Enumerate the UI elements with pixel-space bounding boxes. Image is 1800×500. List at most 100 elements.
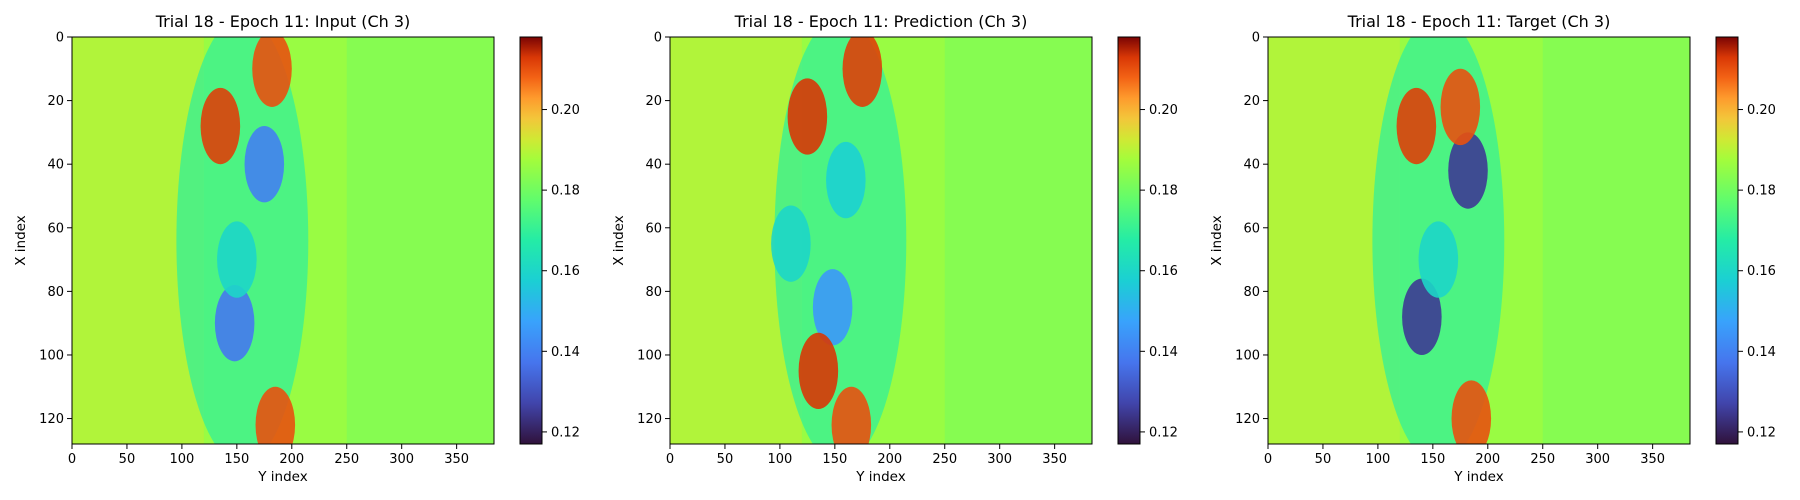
y-tick-label: 80	[47, 285, 64, 300]
heatmap-field	[1268, 37, 1690, 444]
heatmap-feature-1	[826, 141, 866, 219]
heatmap-feature-4	[842, 37, 883, 107]
heatmap-feature-7	[771, 205, 811, 282]
heatmap-feature-5	[255, 386, 296, 444]
x-tick-label: 150	[224, 452, 249, 467]
heatmap-right-region	[1542, 37, 1690, 444]
plot-frame	[1267, 36, 1691, 445]
x-tick-label: 250	[932, 452, 957, 467]
heatmap-feature-2	[1402, 278, 1442, 355]
colorbar-tick-label: 0.20	[551, 103, 580, 118]
heatmap-right-region	[944, 37, 1092, 444]
heatmap-panel-1: Trial 18 - Epoch 11: Input (Ch 3) 0 50 100 1…	[13, 12, 580, 485]
x-tick-label: 300	[987, 452, 1012, 467]
y-tick-label: 40	[1243, 158, 1260, 173]
y-tick-label: 120	[637, 412, 662, 427]
x-tick-label: 300	[389, 452, 414, 467]
y-tick-label: 60	[645, 221, 662, 236]
heatmap-feature-4	[252, 37, 292, 107]
y-tick-label: 80	[645, 285, 662, 300]
x-tick-label: 100	[1365, 452, 1390, 467]
heatmap-panel-3: Trial 18 - Epoch 11: Target (Ch 3) 0 50 100…	[1209, 12, 1776, 485]
colorbar-tick-label: 0.14	[551, 345, 580, 360]
x-tick-label: 50	[119, 452, 136, 467]
heatmap-feature-6	[831, 386, 872, 444]
x-tick-label: 100	[169, 452, 194, 467]
chart-title: Trial 18 - Epoch 11: Input (Ch 3)	[155, 12, 411, 31]
x-tick-label: 0	[666, 452, 674, 467]
colorbar-tick-label: 0.14	[1149, 345, 1178, 360]
x-tick-label: 300	[1585, 452, 1610, 467]
colorbar-tick-label: 0.14	[1747, 345, 1776, 360]
x-tick-label: 50	[717, 452, 734, 467]
heatmap-feature-6	[217, 221, 257, 298]
heatmap-field	[72, 37, 494, 444]
heatmap-panel-2: Trial 18 - Epoch 11: Prediction (Ch 3) 0 5…	[611, 12, 1178, 485]
y-axis-label: X index	[611, 215, 627, 265]
y-tick-label: 20	[47, 94, 64, 109]
y-tick-label: 40	[47, 158, 64, 173]
y-tick-label: 120	[39, 412, 64, 427]
plot-frame	[669, 36, 1093, 445]
colorbar	[1117, 36, 1141, 445]
chart-title: Trial 18 - Epoch 11: Target (Ch 3)	[1347, 12, 1611, 31]
y-tick-label: 0	[654, 31, 662, 46]
heatmap-feature-4	[1440, 68, 1481, 146]
y-axis-label: X index	[1209, 215, 1225, 265]
x-axis-label: Y index	[257, 469, 307, 485]
y-tick-label: 80	[1243, 285, 1260, 300]
x-tick-label: 350	[1640, 452, 1665, 467]
y-tick-label: 100	[1235, 348, 1260, 363]
x-tick-label: 350	[444, 452, 469, 467]
heatmap-feature-3	[1396, 87, 1437, 165]
colorbar-tick-label: 0.18	[1747, 184, 1776, 199]
x-tick-label: 150	[1420, 452, 1445, 467]
heatmap-feature-2	[812, 269, 853, 346]
x-axis-label: Y index	[1453, 469, 1503, 485]
colorbar-tick-label: 0.12	[1747, 425, 1776, 440]
y-tick-label: 20	[645, 94, 662, 109]
x-tick-label: 250	[334, 452, 359, 467]
y-tick-label: 100	[637, 348, 662, 363]
colorbar-tick-label: 0.18	[551, 184, 580, 199]
colorbar-tick-label: 0.20	[1149, 103, 1178, 118]
x-tick-label: 50	[1315, 452, 1332, 467]
y-axis-label: X index	[13, 215, 29, 265]
colorbar	[519, 36, 543, 445]
y-tick-label: 120	[1235, 412, 1260, 427]
y-tick-label: 0	[1252, 31, 1260, 46]
x-tick-label: 250	[1530, 452, 1555, 467]
colorbar-tick-label: 0.12	[1149, 425, 1178, 440]
heatmap-right-region	[346, 37, 494, 444]
heatmap-feature-1	[244, 126, 285, 203]
colorbar-tick-label: 0.16	[1149, 264, 1178, 279]
plot-frame	[71, 36, 495, 445]
heatmap-feature-5	[798, 332, 839, 410]
colorbar-tick-label: 0.16	[1747, 264, 1776, 279]
x-tick-label: 200	[279, 452, 304, 467]
colorbar	[1715, 36, 1739, 445]
colorbar-tick-label: 0.18	[1149, 184, 1178, 199]
heatmap-feature-3	[787, 78, 828, 155]
colorbar-tick-label: 0.20	[1747, 103, 1776, 118]
y-tick-label: 100	[39, 348, 64, 363]
y-tick-label: 20	[1243, 94, 1260, 109]
chart-title: Trial 18 - Epoch 11: Prediction (Ch 3)	[734, 12, 1028, 31]
y-tick-label: 60	[1243, 221, 1260, 236]
heatmap-feature-5	[1451, 380, 1492, 444]
y-tick-label: 40	[645, 158, 662, 173]
heatmap-feature-6	[1418, 221, 1459, 298]
y-tick-label: 60	[47, 221, 64, 236]
heatmap-feature-1	[1448, 132, 1488, 209]
heatmap-feature-2	[214, 285, 255, 362]
heatmap-feature-3	[200, 87, 241, 165]
colorbar-tick-label: 0.16	[551, 264, 580, 279]
colorbar-tick-label: 0.12	[551, 425, 580, 440]
x-tick-label: 0	[68, 452, 76, 467]
x-tick-label: 200	[1475, 452, 1500, 467]
x-tick-label: 100	[767, 452, 792, 467]
x-tick-label: 150	[822, 452, 847, 467]
y-tick-label: 0	[56, 31, 64, 46]
x-tick-label: 200	[877, 452, 902, 467]
x-tick-label: 0	[1264, 452, 1272, 467]
